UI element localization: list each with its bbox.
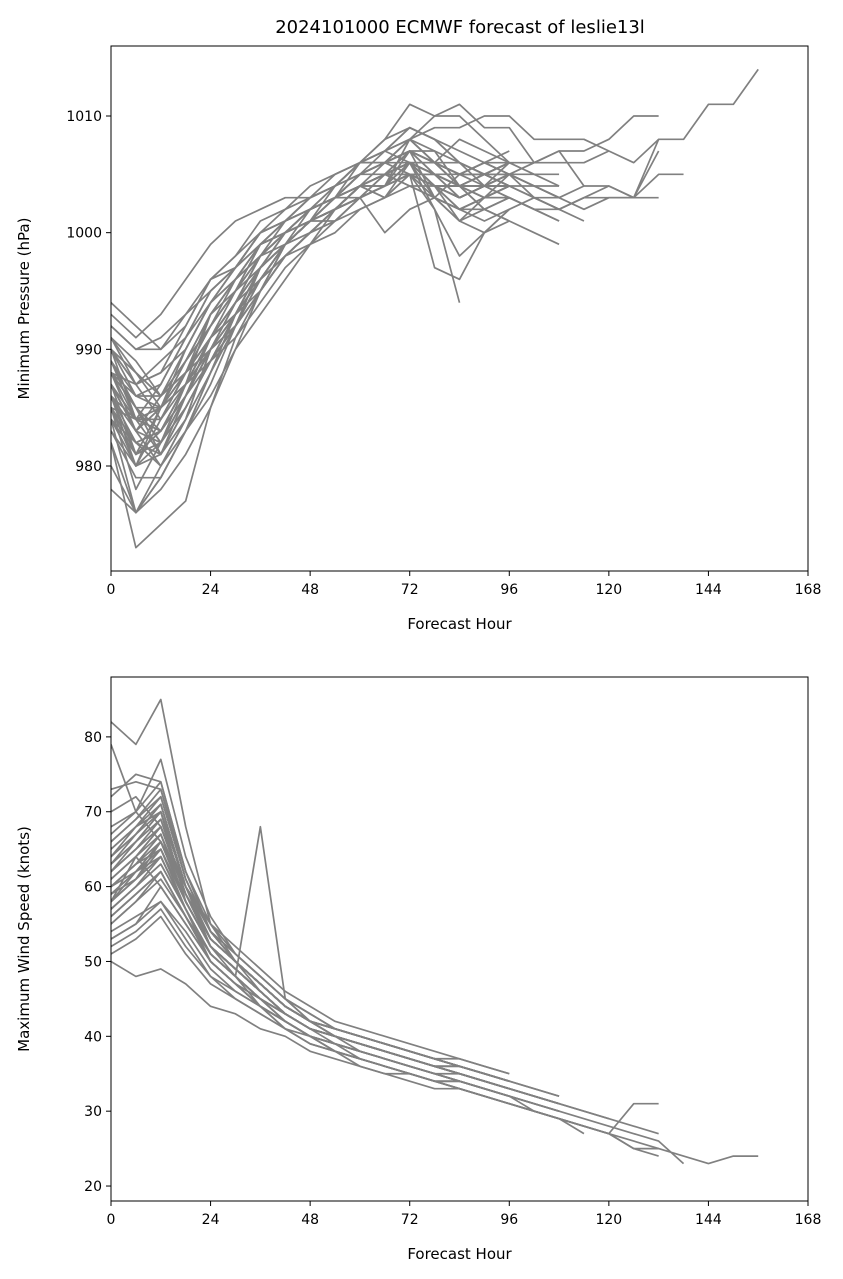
wind-series-line-50 [111,810,510,1083]
wind-x-tick-label: 120 [595,1212,622,1228]
wind-series-line-51 [111,855,510,1090]
wind-series-line-48 [111,870,510,1098]
wind-y-tick-label: 50 [84,954,102,970]
pressure-x-tick-label: 48 [301,582,319,598]
wind-x-tick-label: 168 [795,1212,822,1228]
wind-series-group [111,698,759,1165]
pressure-series-line-51 [111,173,510,467]
pressure-y-axis-label: Minimum Pressure (hPa) [15,218,33,400]
wind-y-tick-label: 80 [84,730,102,746]
pressure-x-tick-label: 168 [795,582,822,598]
wind-y-tick-label: 20 [84,1179,102,1195]
pressure-y-tick-label: 980 [75,459,102,475]
wind-y-axis-label: Maximum Wind Speed (knots) [15,826,33,1052]
pressure-y-tick-label: 1000 [66,226,102,242]
figure-title: 2024101000 ECMWF forecast of leslie13l [275,17,645,38]
pressure-panel: 0 24 48 72 96 120 144 168 980 990 1000 1010 Forecast… [15,45,822,633]
pressure-series-line-50 [111,150,510,409]
wind-y-tick-label: 30 [84,1104,102,1120]
wind-y-tick-label: 60 [84,880,102,896]
wind-x-tick-label: 24 [202,1212,220,1228]
wind-x-axis-label: Forecast Hour [407,1245,512,1263]
wind-x-tick-label: 0 [107,1212,116,1228]
wind-y-tick-label: 70 [84,805,102,821]
pressure-series-line-49 [111,173,510,456]
wind-x-tick-label: 144 [695,1212,722,1228]
pressure-x-tick-label: 120 [595,582,622,598]
wind-x-tick-label: 48 [301,1212,319,1228]
pressure-series-group [111,68,759,549]
pressure-x-tick-label: 96 [500,582,518,598]
pressure-x-tick-label: 72 [401,582,419,598]
pressure-x-tick-label: 144 [695,582,722,598]
pressure-x-tick-label: 24 [202,582,220,598]
pressure-y-tick-label: 1010 [66,109,102,125]
wind-x-tick-label: 96 [500,1212,518,1228]
pressure-axes-frame [110,45,809,572]
wind-y-tick-label: 40 [84,1029,102,1045]
pressure-x-axis-label: Forecast Hour [407,615,512,633]
wind-panel: 0 24 48 72 96 120 144 168 20 30 40 50 60 70 80 Forecast… [15,676,822,1263]
pressure-y-tick-label: 990 [75,342,102,358]
wind-x-tick-label: 72 [401,1212,419,1228]
wind-axes-frame [110,676,809,1202]
pressure-x-tick-label: 0 [107,582,116,598]
